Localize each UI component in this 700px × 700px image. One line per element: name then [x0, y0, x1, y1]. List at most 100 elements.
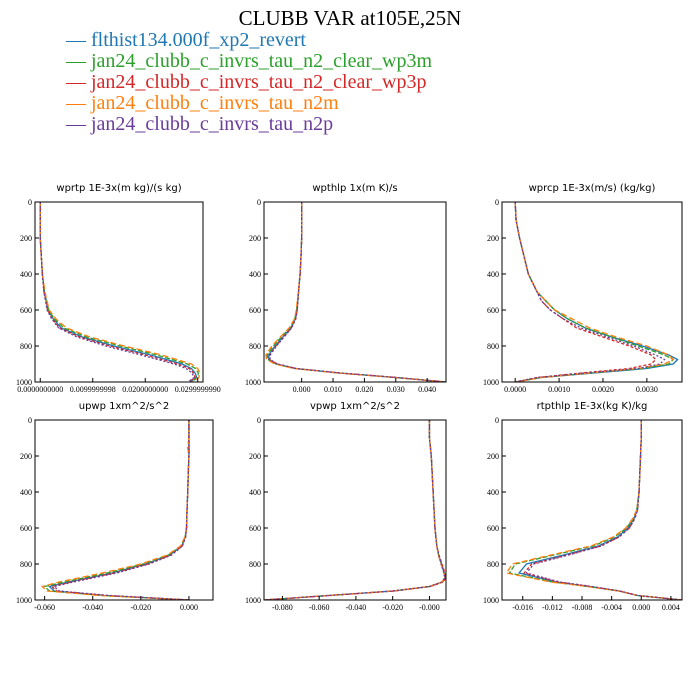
series-line-3	[268, 202, 446, 382]
subplot-title: upwp 1xm^2/s^2	[79, 401, 169, 412]
series-line-5	[52, 420, 190, 600]
legend: — flthist134.000f_xp2_revert — jan24_club…	[66, 30, 432, 135]
series-line-4	[505, 420, 682, 600]
y-tick-label: 400	[487, 488, 499, 497]
y-tick-label: 1000	[16, 596, 32, 605]
subplot-title: wprtp 1E-3x(m kg)/(s kg)	[56, 183, 181, 194]
y-tick-label: 200	[487, 452, 499, 461]
series-line-2	[266, 202, 446, 382]
series-line-5	[39, 202, 195, 382]
y-tick-label: 0	[257, 198, 261, 207]
figure-title: CLUBB VAR at105E,25N	[238, 6, 462, 30]
x-tick-label: 0.000	[180, 603, 198, 612]
y-tick-label: 200	[487, 234, 499, 243]
x-tick-label: -0.060	[34, 603, 55, 612]
y-tick-label: 400	[20, 270, 32, 279]
series-line-2	[508, 420, 682, 600]
series-line-5	[514, 202, 666, 382]
y-tick-label: 400	[249, 270, 261, 279]
y-tick-label: 0	[28, 198, 32, 207]
y-tick-label: 0	[28, 416, 32, 425]
x-tick-label: 0.0030	[636, 385, 658, 394]
y-tick-label: 1000	[483, 596, 499, 605]
x-tick-label: -0.020	[382, 603, 403, 612]
y-tick-label: 400	[20, 488, 32, 497]
legend-item: — jan24_clubb_c_invrs_tau_n2m	[66, 92, 339, 114]
x-tick-label: -0.060	[309, 603, 330, 612]
x-tick-label: 0.004	[662, 603, 680, 612]
x-tick-label: -0.004	[601, 603, 622, 612]
y-tick-label: 0	[495, 416, 499, 425]
x-tick-label: -0.040	[346, 603, 367, 612]
series-line-3	[264, 420, 446, 600]
y-tick-label: 600	[487, 524, 499, 533]
y-tick-label: 200	[249, 234, 261, 243]
y-tick-label: 0	[495, 198, 499, 207]
x-tick-label: -0.040	[82, 603, 103, 612]
subplot-title: rtpthlp 1E-3x(kg K)/kg	[537, 401, 648, 412]
x-tick-label: 0.0299999990	[175, 385, 221, 394]
y-tick-label: 400	[487, 270, 499, 279]
series-line-2	[39, 202, 199, 382]
series-line-1	[268, 202, 446, 382]
plot-frame	[263, 419, 447, 601]
y-tick-label: 800	[20, 560, 32, 569]
x-tick-label: 0.010	[324, 385, 342, 394]
series-line-5	[525, 420, 682, 600]
x-tick-label: -0.012	[542, 603, 563, 612]
subplot-4: upwp 1xm^2/s^2 0 200 400 600 800 1000-0.060 -0.…	[16, 401, 214, 612]
x-tick-label: 0.040	[418, 385, 436, 394]
y-tick-label: 200	[249, 452, 261, 461]
x-tick-label: 0.0010	[548, 385, 570, 394]
y-tick-label: 800	[249, 342, 261, 351]
y-tick-label: 400	[249, 488, 261, 497]
legend-item: — jan24_clubb_c_invrs_tau_n2_clear_wp3m	[66, 50, 433, 72]
series-line-2	[514, 202, 675, 382]
y-tick-label: 800	[487, 342, 499, 351]
x-tick-label: -0.020	[131, 603, 152, 612]
subplot-2: wpthlp 1x(m K)/s 0 200 400 600 800 1000 0.000 0.…	[245, 183, 447, 394]
subplot-6: rtpthlp 1E-3x(kg K)/kg 0 200 400 600 800 1000 -…	[483, 401, 683, 612]
series-line-2	[43, 420, 190, 600]
series-line-4	[265, 202, 446, 382]
series-line-2	[264, 420, 446, 600]
series-line-4	[264, 420, 446, 600]
x-tick-label: 0.0020	[592, 385, 614, 394]
plot-frame	[34, 419, 214, 601]
series-line-5	[264, 420, 446, 600]
subplot-3: wprcp 1E-3x(m/s) (kg/kg) 0 200 400 600 800 100…	[483, 183, 683, 394]
y-tick-label: 800	[487, 560, 499, 569]
plot-frame	[501, 201, 683, 383]
series-line-3	[50, 420, 190, 600]
x-tick-label: 0.020	[355, 385, 373, 394]
x-tick-label: 0.030	[387, 385, 405, 394]
y-tick-label: 600	[20, 306, 32, 315]
y-tick-label: 1000	[245, 596, 261, 605]
legend-item: — jan24_clubb_c_invrs_tau_n2_clear_wp3p	[66, 71, 427, 93]
series-line-1	[39, 202, 198, 382]
y-tick-label: 0	[257, 416, 261, 425]
subplot-title: vpwp 1xm^2/s^2	[310, 401, 400, 412]
x-tick-label: 0.0099999998	[70, 385, 116, 394]
y-tick-label: 600	[20, 524, 32, 533]
y-tick-label: 1000	[16, 378, 32, 387]
x-tick-label: 0.000	[293, 385, 311, 394]
x-tick-label: 0.0000000000	[17, 385, 63, 394]
series-line-4	[39, 202, 201, 382]
series-line-3	[514, 202, 657, 382]
series-line-1	[264, 420, 446, 600]
series-line-1	[517, 420, 682, 600]
series-line-5	[269, 202, 446, 382]
y-tick-label: 1000	[483, 378, 499, 387]
y-tick-label: 1000	[245, 378, 261, 387]
legend-item: — flthist134.000f_xp2_revert	[66, 29, 306, 51]
subplot-1: wprtp 1E-3x(m kg)/(s kg) 0 200 400 600 800 100…	[16, 183, 221, 394]
series-line-3	[523, 420, 682, 600]
subplot-title: wpthlp 1x(m K)/s	[312, 183, 397, 194]
y-tick-label: 800	[20, 342, 32, 351]
y-tick-label: 800	[249, 560, 261, 569]
plot-frame	[263, 201, 447, 383]
x-tick-label: 0.000	[632, 603, 650, 612]
series-line-4	[40, 420, 190, 600]
